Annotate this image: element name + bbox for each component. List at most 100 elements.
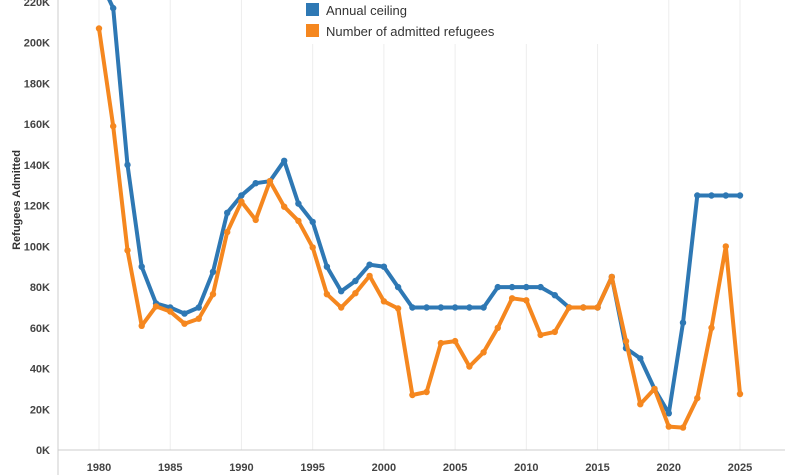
data-point-annual-ceiling [110,4,117,12]
legend-label-admitted-refugees: Number of admitted refugees [326,24,495,39]
data-point-admitted-refugees [309,244,316,251]
data-point-admitted-refugees [608,273,615,281]
data-point-annual-ceiling [736,192,744,199]
data-point-admitted-refugees [480,349,487,356]
data-point-admitted-refugees [451,337,459,345]
data-point-admitted-refugees [551,328,558,336]
y-axis-label: Refugees Admitted [11,150,23,250]
data-point-annual-ceiling [295,200,302,207]
data-point-annual-ceiling [694,192,701,199]
y-tick-label: 0K [36,445,50,457]
data-point-admitted-refugees [708,324,715,331]
data-point-admitted-refugees [167,308,174,315]
y-tick-label: 40K [30,364,50,376]
series-line-annual-ceiling [107,0,742,416]
data-point-annual-ceiling [366,261,373,268]
x-tick-label: 2005 [443,462,467,474]
data-point-admitted-refugees [366,272,373,280]
series-annual-ceiling [107,0,744,417]
data-point-annual-ceiling [195,304,202,311]
data-point-annual-ceiling [523,283,530,291]
data-point-annual-ceiling [380,263,388,270]
data-point-annual-ceiling [494,283,501,291]
y-tick-label: 220K [24,0,50,9]
data-point-admitted-refugees [494,324,501,331]
y-tick-label: 180K [24,78,50,90]
x-tick-label: 2000 [372,462,396,474]
data-point-admitted-refugees [523,297,530,304]
data-point-annual-ceiling [423,304,430,311]
gridlines [98,0,741,450]
data-point-admitted-refugees [266,178,274,185]
data-point-admitted-refugees [124,247,131,254]
data-point-annual-ceiling [238,192,245,199]
legend-label-annual-ceiling: Annual ceiling [326,3,407,18]
y-tick-label: 120K [24,201,50,213]
legend-background [300,0,650,44]
data-point-admitted-refugees [380,298,388,305]
data-point-admitted-refugees [195,315,202,322]
data-point-annual-ceiling [537,283,544,291]
x-tick-label: 2015 [585,462,609,474]
data-point-admitted-refugees [209,291,217,298]
data-point-annual-ceiling [708,192,715,199]
data-point-annual-ceiling [352,277,359,285]
data-point-admitted-refugees [295,217,302,225]
data-point-admitted-refugees [622,337,630,345]
data-point-admitted-refugees [594,304,601,311]
data-point-admitted-refugees [694,394,701,402]
data-point-annual-ceiling [138,263,145,270]
data-point-admitted-refugees [138,322,145,329]
data-point-admitted-refugees [95,25,103,32]
data-point-admitted-refugees [722,243,729,250]
data-point-admitted-refugees [423,388,430,396]
x-tick-label: 2010 [514,462,538,474]
data-point-admitted-refugees [679,424,687,431]
x-axis-ticks: 1980 1985 1990 1995 2000 2005 2010 2015 2020 2025 [87,462,752,474]
data-point-annual-ceiling [637,355,644,362]
x-tick-label: 2025 [728,462,752,474]
x-tick-label: 1995 [300,462,324,474]
data-point-admitted-refugees [110,123,117,130]
data-point-annual-ceiling [209,268,217,275]
data-point-admitted-refugees [651,385,658,393]
data-point-annual-ceiling [551,292,558,299]
data-point-admitted-refugees [252,216,259,224]
data-point-admitted-refugees [508,295,516,302]
data-point-admitted-refugees [224,228,231,236]
data-point-annual-ceiling [224,209,231,216]
legend-swatch-annual-ceiling [306,3,319,16]
data-point-annual-ceiling [338,288,345,295]
data-point-annual-ceiling [679,319,687,326]
y-tick-label: 200K [24,38,50,50]
y-tick-label: 80K [30,282,50,294]
x-tick-label: 1985 [158,462,182,474]
data-point-annual-ceiling [394,283,402,291]
data-point-annual-ceiling [309,218,316,226]
data-point-annual-ceiling [281,157,288,164]
series-layer [95,0,744,431]
data-point-admitted-refugees [665,423,672,430]
data-point-admitted-refugees [537,331,544,339]
data-point-annual-ceiling [665,410,672,417]
data-point-admitted-refugees [565,304,573,311]
legend: Annual ceiling Number of admitted refuge… [300,0,650,44]
data-point-annual-ceiling [409,304,416,311]
data-point-annual-ceiling [480,304,487,311]
series-line-admitted-refugees [97,26,742,430]
series-admitted-refugees [95,25,744,431]
x-tick-label: 1980 [87,462,111,474]
data-point-admitted-refugees [181,320,188,327]
data-point-annual-ceiling [508,283,516,291]
data-point-admitted-refugees [152,303,160,310]
data-point-admitted-refugees [466,363,473,370]
data-point-annual-ceiling [323,263,331,270]
legend-swatch-admitted-refugees [306,24,319,37]
data-point-admitted-refugees [338,304,345,311]
data-point-admitted-refugees [736,390,744,398]
y-axis-ticks: 0K 20K 40K 60K 80K 100K 120K 140K 160K 180K 200K 22… [24,0,50,457]
data-point-admitted-refugees [394,305,402,312]
data-point-annual-ceiling [722,192,729,199]
data-point-admitted-refugees [637,401,644,408]
